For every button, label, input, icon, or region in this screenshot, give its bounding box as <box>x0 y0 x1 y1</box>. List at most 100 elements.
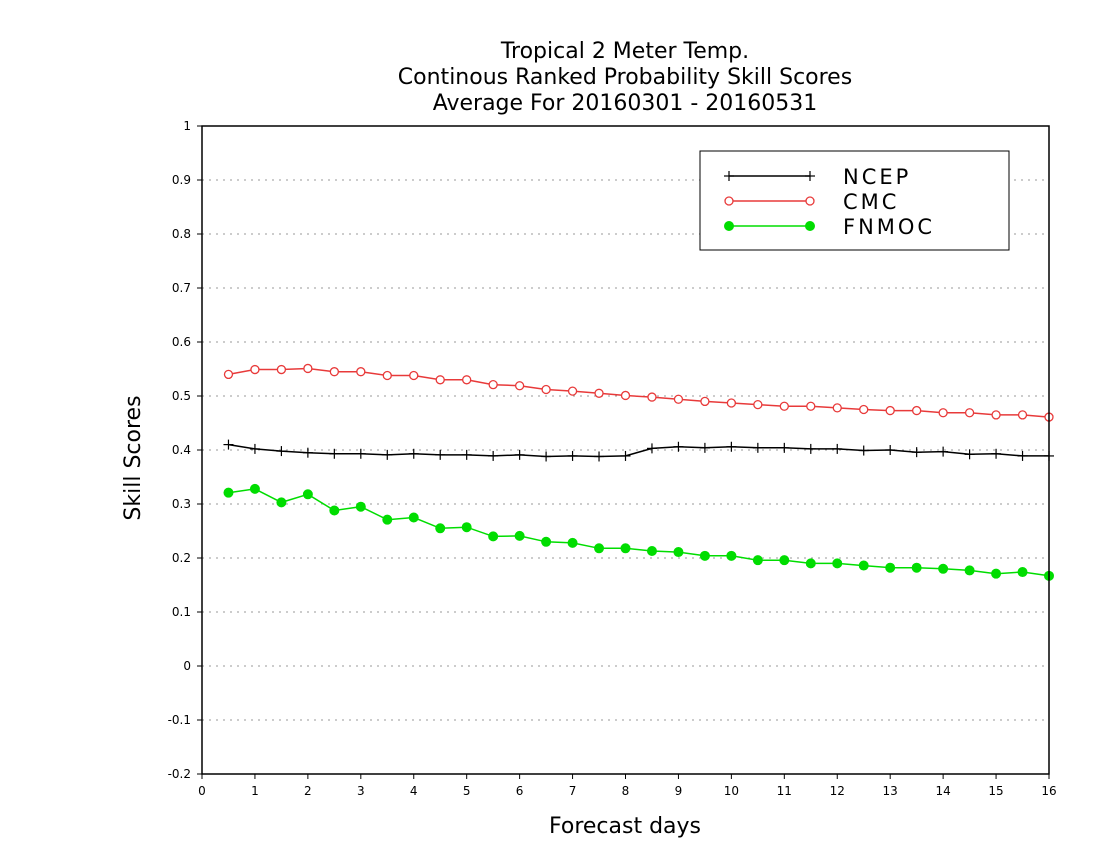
legend-label-ncep: NCEP <box>843 165 911 189</box>
x-tick-label: 11 <box>777 784 792 798</box>
fnmoc-point <box>249 483 260 494</box>
chart-title-line-3: Average For 20160301 - 20160531 <box>433 91 818 116</box>
x-tick-label: 7 <box>569 784 577 798</box>
fnmoc-point <box>594 543 605 554</box>
cmc-point <box>912 405 922 416</box>
fnmoc-point <box>355 501 366 512</box>
legend-label-cmc: CMC <box>843 190 899 214</box>
x-tick-label: 15 <box>988 784 1003 798</box>
y-tick-label: 0.1 <box>172 605 191 619</box>
cmc-point <box>329 367 339 377</box>
cmc-point <box>276 364 287 375</box>
cmc-point <box>594 388 604 398</box>
cmc-point <box>779 401 789 411</box>
x-axis-label: Forecast days <box>549 814 701 839</box>
x-tick-label: 8 <box>622 784 630 798</box>
fnmoc-point <box>408 512 419 523</box>
legend-marker-fnmoc <box>724 221 734 231</box>
fnmoc-point <box>514 530 525 541</box>
cmc-series <box>223 363 1054 422</box>
x-tick-label: 5 <box>463 784 471 798</box>
y-axis-label: Skill Scores <box>121 395 146 520</box>
x-tick-label: 4 <box>410 784 418 798</box>
cmc-point <box>859 404 869 415</box>
cmc-point <box>726 398 737 408</box>
cmc-point <box>435 375 445 385</box>
fnmoc-point <box>726 550 737 561</box>
legend-marker-cmc <box>724 196 734 206</box>
cmc-point <box>462 375 472 385</box>
fnmoc-point <box>461 522 472 533</box>
cmc-point <box>409 370 419 381</box>
cmc-point <box>567 386 578 396</box>
x-tick-label: 0 <box>198 784 206 798</box>
cmc-point <box>382 370 392 381</box>
x-tick-label: 1 <box>251 784 259 798</box>
cmc-line <box>228 367 1050 418</box>
fnmoc-point <box>567 537 578 548</box>
legend-label-fnmoc: FNMOC <box>843 215 935 239</box>
ncep-line <box>228 443 1049 458</box>
cmc-point <box>356 367 366 377</box>
cmc-point <box>700 396 710 407</box>
y-tick-label: 1 <box>183 119 191 133</box>
fnmoc-series <box>223 483 1054 581</box>
x-tick-label: 12 <box>830 784 845 798</box>
series-lines <box>223 363 1054 581</box>
fnmoc-point <box>752 555 763 566</box>
legend-marker-cmc <box>805 196 815 206</box>
fnmoc-point <box>858 560 869 571</box>
y-tick-label: 0.5 <box>172 389 191 403</box>
cmc-point <box>250 364 260 375</box>
cmc-point <box>620 390 631 401</box>
y-tick-label: -0.1 <box>168 713 191 727</box>
fnmoc-point <box>488 531 499 542</box>
fnmoc-point <box>938 563 949 574</box>
fnmoc-point <box>276 497 287 508</box>
x-tick-label: 2 <box>304 784 312 798</box>
fnmoc-point <box>699 550 710 561</box>
cmc-point <box>647 392 657 402</box>
x-tick-label: 16 <box>1041 784 1056 798</box>
fnmoc-point <box>673 547 684 558</box>
fnmoc-point <box>329 505 340 516</box>
y-tick-label: 0.7 <box>172 281 191 295</box>
y-tick-label: 0.3 <box>172 497 191 511</box>
fnmoc-point <box>541 536 552 547</box>
chart-title: Tropical 2 Meter Temp. Continous Ranked … <box>398 39 852 116</box>
cmc-point <box>806 401 816 411</box>
cmc-point <box>964 408 975 418</box>
cmc-point <box>541 384 551 395</box>
gridlines <box>202 179 1049 721</box>
cmc-point <box>1017 410 1028 420</box>
y-tick-label: -0.2 <box>168 767 191 781</box>
cmc-point <box>991 410 1001 420</box>
x-tick-label: 10 <box>724 784 739 798</box>
chart-title-line-1: Tropical 2 Meter Temp. <box>500 39 749 64</box>
fnmoc-point <box>779 555 790 566</box>
legend-item-fnmoc: FNMOC <box>724 215 935 239</box>
ncep-series <box>223 439 1054 462</box>
x-tick-label: 13 <box>883 784 898 798</box>
fnmoc-point <box>1017 567 1028 578</box>
fnmoc-point <box>991 568 1002 579</box>
y-tick-label: 0.9 <box>172 173 191 187</box>
cmc-point <box>753 399 763 410</box>
fnmoc-point <box>964 565 975 576</box>
fnmoc-point <box>885 562 896 573</box>
cmc-point <box>488 380 498 390</box>
fnmoc-point <box>805 558 816 569</box>
cmc-point <box>223 369 234 380</box>
fnmoc-point <box>832 558 843 569</box>
plot-frame <box>201 125 1050 775</box>
x-tick-label: 9 <box>675 784 683 798</box>
x-tick-label: 14 <box>935 784 950 798</box>
cmc-point <box>885 405 895 416</box>
axis-ticks: -0.2-0.100.10.20.30.40.50.60.70.80.910 1 2… <box>168 119 1057 798</box>
fnmoc-line <box>228 488 1050 577</box>
legend-item-cmc: CMC <box>724 190 899 214</box>
fnmoc-point <box>382 514 393 525</box>
fnmoc-point <box>302 489 313 500</box>
